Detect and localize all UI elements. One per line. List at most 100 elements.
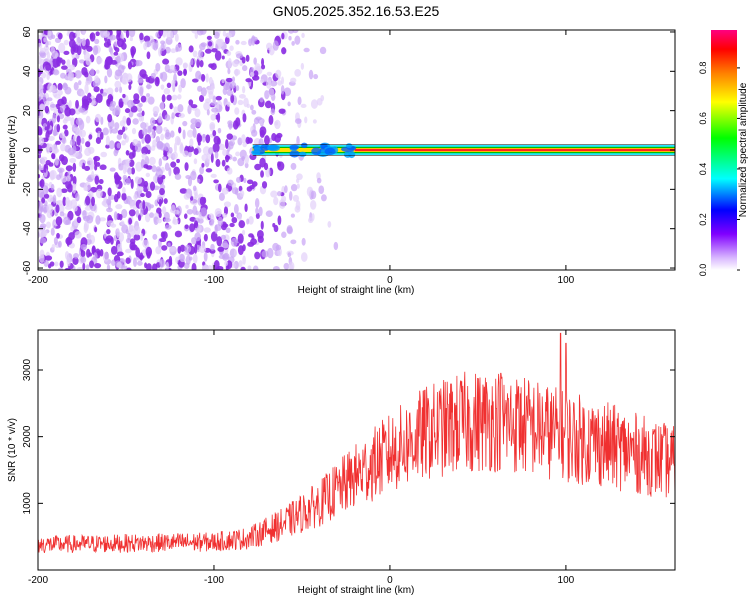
noise-blob	[300, 252, 308, 262]
noise-blob	[233, 249, 238, 257]
noise-blob	[53, 106, 58, 115]
noise-blob	[148, 204, 154, 209]
noise-blob	[209, 248, 216, 254]
noise-blob	[116, 30, 122, 38]
signal-blob	[267, 144, 280, 152]
noise-blob	[84, 83, 89, 95]
noise-blob	[254, 163, 262, 171]
noise-blob	[61, 96, 67, 105]
noise-blob	[192, 253, 198, 264]
noise-blob	[123, 72, 128, 78]
noise-blob	[151, 145, 156, 151]
noise-blob	[301, 237, 306, 246]
noise-blob	[194, 243, 198, 254]
noise-blob	[81, 38, 86, 47]
noise-blob	[189, 216, 197, 222]
noise-blob	[159, 237, 167, 243]
noise-blob	[48, 135, 55, 142]
noise-blob	[242, 142, 247, 148]
noise-blob	[147, 149, 151, 155]
noise-blob	[103, 30, 111, 37]
noise-blob	[122, 164, 127, 175]
noise-blob	[52, 113, 57, 124]
noise-blob	[217, 137, 221, 145]
noise-blob	[158, 30, 164, 37]
noise-blob	[164, 224, 172, 230]
noise-blob	[171, 112, 175, 120]
signal-blob	[324, 147, 336, 156]
noise-blob	[224, 155, 231, 160]
noise-blob	[113, 211, 118, 221]
noise-blob	[192, 127, 197, 138]
noise-blob	[210, 63, 217, 70]
noise-blob	[85, 264, 90, 270]
noise-blob	[110, 100, 116, 107]
noise-blob	[178, 113, 185, 119]
noise-blob	[75, 117, 84, 126]
noise-blob	[223, 201, 232, 208]
noise-blob	[122, 186, 126, 194]
colorbar-tick-label: 0.4	[698, 163, 708, 176]
noise-blob	[171, 79, 176, 89]
noise-blob	[149, 212, 155, 218]
noise-blob	[222, 30, 227, 37]
colorbar-ticks: 0.0 0.2 0.4 0.6 0.8	[698, 62, 740, 276]
noise-blob	[228, 121, 233, 130]
noise-blob	[184, 162, 189, 171]
noise-blob	[91, 245, 96, 255]
noise-blob	[196, 178, 201, 183]
noise-blob	[116, 38, 125, 48]
noise-blob	[226, 133, 233, 140]
noise-blob	[255, 207, 259, 215]
noise-blob	[235, 85, 240, 92]
noise-blob	[95, 136, 102, 145]
noise-blob	[130, 178, 134, 190]
colorbar: 0.0 0.2 0.4 0.6 0.8 Normalized spectral ampl…	[698, 30, 749, 276]
noise-blob	[221, 55, 225, 60]
noise-blob	[88, 134, 93, 140]
signal-blob	[348, 150, 356, 159]
noise-blob	[193, 158, 198, 165]
noise-blob	[68, 108, 76, 116]
noise-blob	[218, 143, 226, 151]
noise-blob	[143, 180, 149, 188]
noise-blob	[88, 232, 92, 241]
noise-blob	[247, 265, 252, 270]
noise-blob	[271, 133, 277, 141]
noise-blob	[230, 237, 238, 247]
noise-blob	[216, 38, 225, 48]
noise-blob	[252, 75, 260, 81]
top-y-ticks: -60 -40 -20 0 20 40 60	[22, 26, 675, 275]
noise-blob	[57, 83, 63, 91]
noise-blob	[117, 129, 124, 136]
noise-blob	[192, 185, 197, 192]
noise-blob	[109, 95, 114, 101]
noise-blob	[241, 134, 246, 144]
noise-blob	[124, 108, 131, 114]
noise-blob	[333, 241, 339, 251]
noise-blob	[130, 46, 137, 55]
noise-blob	[92, 45, 99, 56]
noise-blob	[43, 37, 47, 43]
noise-blob	[116, 228, 120, 239]
noise-blob	[182, 120, 188, 127]
noise-blob	[288, 191, 293, 201]
noise-blob	[155, 62, 161, 72]
noise-blob	[304, 116, 308, 124]
bot-x-tick-label: 0	[387, 575, 393, 586]
noise-blob	[109, 126, 113, 134]
noise-blob	[153, 42, 158, 51]
noise-blob	[230, 212, 235, 218]
noise-blob	[72, 256, 79, 265]
noise-blob	[319, 46, 327, 55]
noise-blob	[287, 30, 295, 34]
noise-blob	[69, 157, 77, 164]
bot-x-tick-label: -200	[28, 575, 48, 586]
noise-blob	[177, 70, 183, 76]
noise-blob	[127, 167, 132, 175]
noise-blob	[203, 101, 211, 111]
signal-blob	[341, 146, 355, 152]
noise-blob	[217, 216, 224, 227]
noise-blob	[53, 131, 58, 136]
noise-blob	[301, 32, 305, 39]
